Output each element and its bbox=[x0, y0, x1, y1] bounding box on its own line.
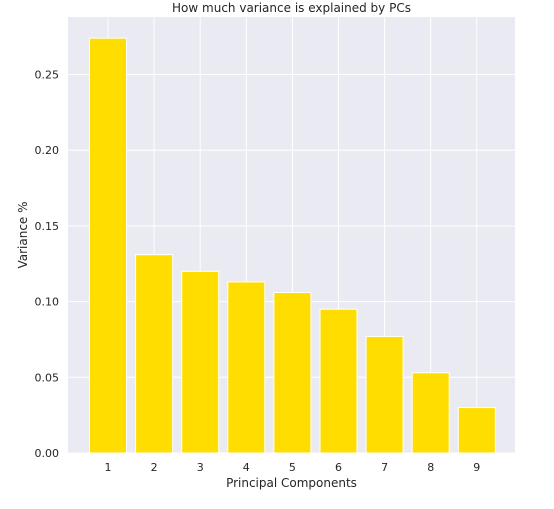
bar-pc-7 bbox=[365, 335, 404, 454]
bar-pc-3 bbox=[181, 270, 220, 454]
bar-pc-9 bbox=[457, 407, 496, 454]
chart-title: How much variance is explained by PCs bbox=[172, 1, 411, 15]
x-tick-label: 6 bbox=[335, 461, 342, 474]
x-tick-label: 2 bbox=[151, 461, 158, 474]
bar-pc-2 bbox=[135, 254, 174, 454]
y-axis-label: Variance % bbox=[16, 201, 30, 268]
y-tick-labels: 0.00 0.05 0.10 0.15 0.20 0.25 bbox=[35, 69, 60, 460]
y-tick-label: 0.25 bbox=[35, 69, 60, 82]
bars bbox=[89, 37, 496, 454]
y-tick-label: 0.10 bbox=[35, 296, 60, 309]
x-tick-label: 8 bbox=[427, 461, 434, 474]
y-tick-label: 0.20 bbox=[35, 144, 60, 157]
y-tick-label: 0.15 bbox=[35, 220, 60, 233]
bar-pc-4 bbox=[227, 281, 266, 454]
x-tick-label: 5 bbox=[289, 461, 296, 474]
x-tick-label: 3 bbox=[197, 461, 204, 474]
bar-pc-5 bbox=[273, 292, 312, 454]
x-tick-labels: 1 2 3 4 5 6 7 8 9 bbox=[105, 461, 481, 474]
y-tick-label: 0.00 bbox=[35, 447, 60, 460]
x-tick-label: 7 bbox=[381, 461, 388, 474]
bar-pc-6 bbox=[319, 308, 358, 454]
bar-pc-8 bbox=[411, 372, 450, 454]
y-tick-label: 0.05 bbox=[35, 371, 60, 384]
bar-pc-1 bbox=[89, 37, 127, 454]
x-tick-label: 1 bbox=[105, 461, 112, 474]
x-axis-label: Principal Components bbox=[226, 476, 357, 490]
x-tick-label: 9 bbox=[473, 461, 480, 474]
x-tick-label: 4 bbox=[243, 461, 250, 474]
